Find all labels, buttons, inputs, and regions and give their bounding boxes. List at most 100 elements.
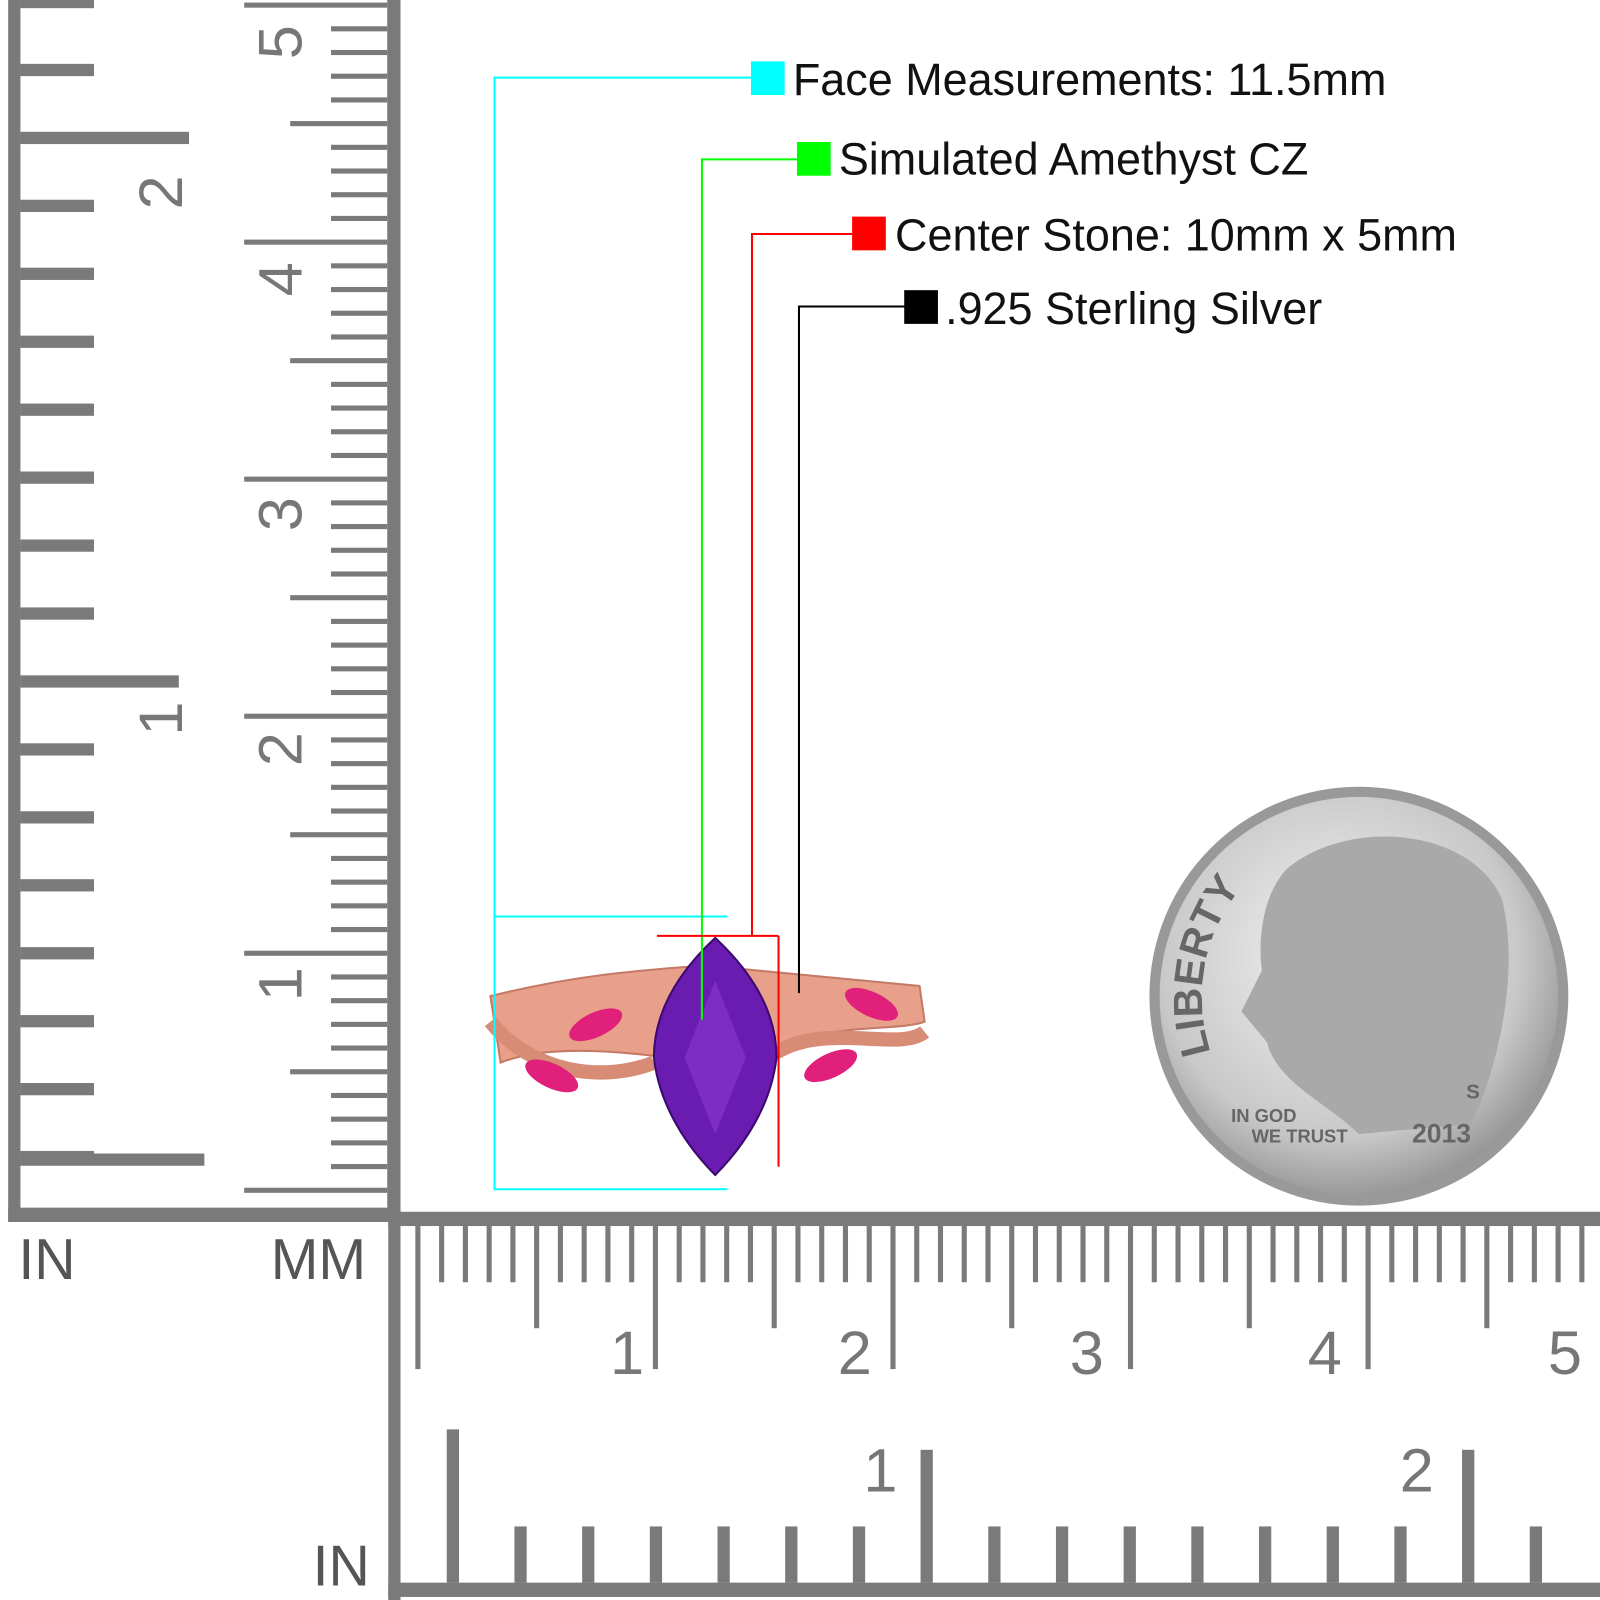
bottom-ruler-bottom-edge <box>388 1582 1600 1597</box>
mm-tick <box>1341 1226 1347 1283</box>
mm-tick <box>331 500 388 506</box>
inch-tick <box>20 131 190 145</box>
mm-tick <box>581 1226 587 1283</box>
mm-tick <box>331 310 388 316</box>
silver-line <box>797 305 907 994</box>
mm-tick <box>331 974 388 980</box>
mm-tick <box>331 1092 388 1099</box>
horizontal-inch-number: 2 <box>1400 1437 1434 1505</box>
side-stone <box>569 1008 623 1042</box>
mm-tick <box>1222 1226 1229 1283</box>
eighth-inch-tick <box>20 607 94 620</box>
horizontal-cm-number: 5 <box>1548 1319 1582 1387</box>
green-swatch <box>796 142 831 176</box>
mm-tick <box>331 998 388 1004</box>
side-stone <box>525 1059 579 1093</box>
spec-stone-type: Simulated Amethyst CZ <box>839 134 1309 185</box>
mm-tick <box>331 784 388 790</box>
mm-tick <box>331 879 388 885</box>
mm-tick <box>331 286 388 293</box>
mm-tick <box>1436 1226 1442 1283</box>
coin-year: 2013 <box>1412 1118 1471 1148</box>
eighth-inch-tick <box>20 199 94 213</box>
cm-tick <box>1365 1226 1371 1370</box>
mm-tick <box>290 832 388 838</box>
horizontal-cm-number: 2 <box>838 1319 872 1387</box>
vertical-cm-number: 1 <box>246 967 314 1001</box>
inch-tick <box>20 675 179 688</box>
mm-tick <box>534 1226 540 1329</box>
cm-tick <box>1127 1226 1134 1370</box>
eighth-inch-tick <box>1191 1526 1204 1583</box>
face-measurement-line <box>493 76 754 1191</box>
eighth-inch-tick <box>20 743 94 756</box>
eighth-inch-tick <box>20 947 94 960</box>
mm-tick <box>331 168 388 174</box>
coin-portrait <box>1241 836 1509 1135</box>
horizontal-cm-number: 3 <box>1070 1319 1104 1387</box>
mm-tick <box>1151 1226 1157 1283</box>
mm-tick <box>1460 1226 1466 1283</box>
mm-tick <box>331 737 388 743</box>
mm-tick <box>700 1226 706 1283</box>
eighth-inch-tick <box>20 539 94 552</box>
mm-tick <box>331 26 388 32</box>
mm-tick <box>557 1226 563 1283</box>
mm-tick <box>1413 1226 1419 1283</box>
coin-in-god: IN GOD <box>1231 1105 1296 1126</box>
mm-tick <box>1389 1226 1395 1283</box>
ring-vine <box>484 1017 930 1080</box>
mm-tick <box>290 121 388 127</box>
mm-tick <box>331 618 388 624</box>
mm-tick <box>331 263 388 269</box>
mm-tick <box>629 1226 635 1283</box>
mm-tick <box>331 666 388 672</box>
mm-tick <box>331 405 388 411</box>
mm-tick <box>842 1226 849 1283</box>
mm-tick <box>331 73 388 79</box>
mm-tick <box>331 1164 388 1170</box>
spec-center-stone: Center Stone: 10mm x 5mm <box>895 209 1457 260</box>
mm-tick <box>290 595 388 601</box>
mm-tick <box>914 1226 920 1283</box>
eighth-inch-tick <box>1326 1526 1339 1583</box>
vertical-inch-number: 2 <box>127 175 195 209</box>
mm-tick <box>1032 1226 1039 1283</box>
cm-tick <box>244 239 388 245</box>
cm-tick <box>244 713 388 719</box>
mm-tick <box>331 689 388 696</box>
mm-tick <box>331 524 388 530</box>
bottom-ruler-left-edge <box>388 1211 401 1600</box>
left-mm-label: MM <box>271 1228 366 1292</box>
mm-tick <box>510 1226 516 1283</box>
mm-tick <box>866 1226 872 1283</box>
mm-tick <box>331 381 388 387</box>
vertical-cm-number: 2 <box>246 732 314 766</box>
eighth-inch-tick <box>20 1015 94 1028</box>
side-stone <box>845 987 898 1021</box>
vertical-cm-number: 4 <box>246 262 314 296</box>
mm-tick <box>1175 1226 1181 1283</box>
coin-mint-mark: S <box>1466 1081 1480 1103</box>
mm-tick <box>331 144 388 150</box>
mm-tick <box>1484 1226 1490 1329</box>
eighth-inch-tick <box>785 1526 798 1583</box>
mm-tick <box>1056 1226 1062 1283</box>
eighth-inch-tick <box>582 1526 595 1583</box>
inch-tick <box>1462 1449 1475 1583</box>
mm-tick <box>290 358 388 364</box>
black-swatch <box>904 290 938 324</box>
mm-tick <box>331 1021 388 1027</box>
eighth-inch-tick <box>20 471 94 484</box>
mm-tick <box>331 49 388 56</box>
mm-tick <box>1104 1226 1110 1283</box>
eighth-inch-tick <box>20 0 94 9</box>
horizontal-cm-number: 4 <box>1308 1319 1342 1387</box>
cm-tick <box>652 1226 658 1370</box>
mm-tick <box>676 1226 682 1283</box>
eighth-inch-tick <box>1055 1526 1069 1583</box>
mm-tick <box>331 192 388 198</box>
mm-tick <box>985 1226 991 1283</box>
mm-tick <box>331 1116 388 1122</box>
